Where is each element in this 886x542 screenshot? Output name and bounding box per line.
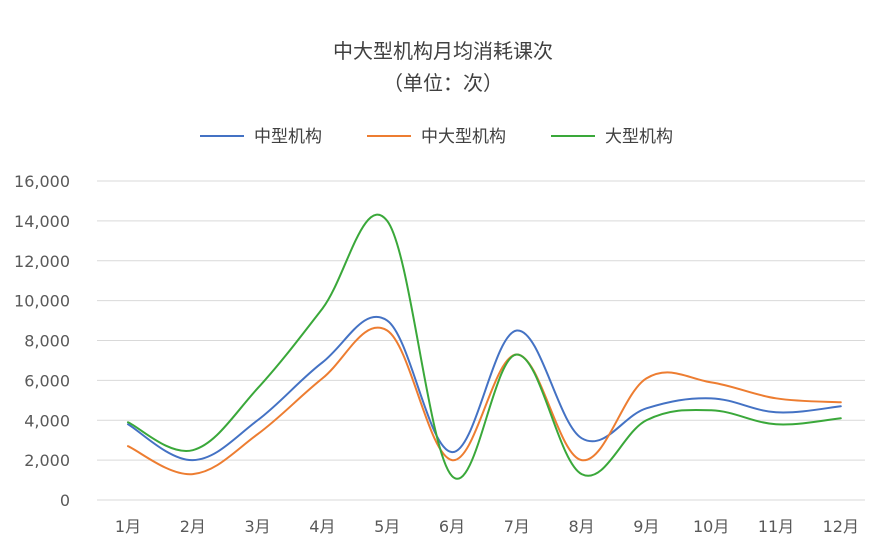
y-tick-label: 2,000 — [24, 451, 70, 470]
legend: 中型机构 中大型机构 大型机构 — [200, 127, 673, 147]
legend-label: 中型机构 — [254, 127, 322, 147]
y-axis: 0 2,000 4,000 6,000 8,000 10,000 12,000 14,000 1… — [14, 172, 70, 510]
x-tick-label: 4月 — [309, 517, 335, 536]
x-tick-label: 7月 — [504, 517, 530, 536]
legend-label: 大型机构 — [605, 127, 673, 147]
chart-title: 中大型机构月均消耗课次 — [333, 39, 553, 63]
x-tick-label: 3月 — [245, 517, 271, 536]
y-tick-label: 4,000 — [24, 411, 70, 430]
x-tick-label: 10月 — [693, 517, 729, 536]
x-tick-label: 5月 — [374, 517, 400, 536]
gridlines — [97, 180, 865, 501]
y-tick-label: 14,000 — [14, 212, 70, 231]
y-tick-label: 8,000 — [24, 332, 70, 351]
y-tick-label: 16,000 — [14, 172, 70, 191]
series-line-2 — [127, 213, 842, 480]
y-tick-label: 10,000 — [14, 292, 70, 311]
x-tick-label: 11月 — [758, 517, 794, 536]
y-tick-label: 6,000 — [24, 371, 70, 390]
x-tick-label: 12月 — [823, 517, 859, 536]
series-line-0 — [127, 315, 842, 462]
chart-subtitle: （单位：次） — [383, 71, 503, 95]
y-tick-label: 12,000 — [14, 252, 70, 271]
x-tick-label: 9月 — [633, 517, 659, 536]
legend-label: 中大型机构 — [421, 127, 506, 147]
y-tick-label: 0 — [60, 491, 70, 510]
x-axis: 1月 2月 3月 4月 5月 6月 7月 8月 9月 10月 11月 12月 — [115, 517, 859, 536]
x-tick-label: 8月 — [569, 517, 595, 536]
x-tick-label: 2月 — [180, 517, 206, 536]
series-line-1 — [127, 326, 842, 476]
x-tick-label: 1月 — [115, 517, 141, 536]
series-lines — [127, 213, 842, 480]
x-tick-label: 6月 — [439, 517, 465, 536]
